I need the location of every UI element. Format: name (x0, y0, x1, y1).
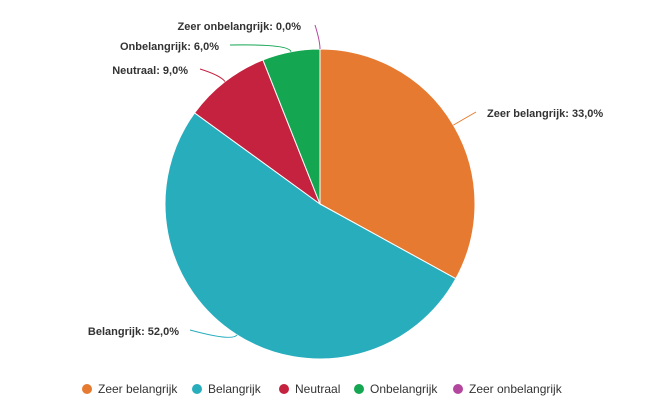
legend-marker-zeer-belangrijk (82, 384, 92, 394)
legend-marker-zeer-onbelangrijk (453, 384, 463, 394)
legend-label-belangrijk: Belangrijk (208, 382, 262, 396)
pie-slice-onbelangrijk[interactable] (262, 48, 321, 205)
data-label-zeer-onbelangrijk: Zeer onbelangrijk: 0,0% (178, 21, 302, 33)
data-label-belangrijk: Belangrijk: 52,0% (88, 326, 179, 338)
legend-label-zeer-onbelangrijk: Zeer onbelangrijk (469, 382, 563, 396)
legend: Zeer belangrijk Belangrijk Neutraal Onbelan… (82, 382, 563, 396)
pie-slice-neutraal[interactable] (193, 59, 322, 206)
legend-item-onbelangrijk[interactable]: Onbelangrijk (354, 382, 438, 396)
legend-label-neutraal: Neutraal (295, 382, 340, 396)
legend-label-onbelangrijk: Onbelangrijk (370, 382, 438, 396)
legend-marker-onbelangrijk (354, 384, 364, 394)
data-label-zeer-belangrijk: Zeer belangrijk: 33,0% (487, 108, 603, 120)
data-labels: Zeer belangrijk: 33,0% Belangrijk: 52,0% N… (88, 21, 603, 338)
legend-label-zeer-belangrijk: Zeer belangrijk (98, 382, 178, 396)
legend-item-zeer-onbelangrijk[interactable]: Zeer onbelangrijk (453, 382, 563, 396)
pie-slice-zeer-belangrijk[interactable] (319, 48, 476, 280)
data-label-onbelangrijk: Onbelangrijk: 6,0% (120, 41, 219, 53)
legend-marker-belangrijk (192, 384, 202, 394)
data-label-neutraal: Neutraal: 9,0% (112, 65, 188, 77)
legend-item-belangrijk[interactable]: Belangrijk (192, 382, 262, 396)
pie-slice-belangrijk[interactable] (164, 112, 457, 360)
connector-onbelangrijk (229, 44, 292, 53)
legend-item-zeer-belangrijk[interactable]: Zeer belangrijk (82, 382, 178, 396)
label-connectors (189, 24, 477, 338)
connector-belangrijk (189, 329, 238, 338)
connector-zeer-belangrijk (453, 111, 477, 126)
legend-marker-neutraal (279, 384, 289, 394)
connector-neutraal (199, 68, 226, 82)
connector-zeer-onbelangrijk (314, 24, 321, 50)
legend-item-neutraal[interactable]: Neutraal (279, 382, 340, 396)
pie-slices (164, 48, 476, 360)
